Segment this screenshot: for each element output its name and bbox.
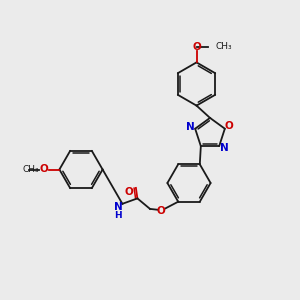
Text: CH₃: CH₃ [216, 42, 232, 51]
Text: N: N [113, 202, 122, 212]
Text: CH₃: CH₃ [23, 165, 39, 174]
Text: N: N [220, 142, 229, 153]
Text: N: N [186, 122, 194, 132]
Text: O: O [192, 42, 201, 52]
Text: O: O [39, 164, 48, 175]
Text: O: O [124, 187, 133, 197]
Text: O: O [157, 206, 166, 216]
Text: H: H [114, 211, 122, 220]
Text: O: O [225, 121, 233, 131]
